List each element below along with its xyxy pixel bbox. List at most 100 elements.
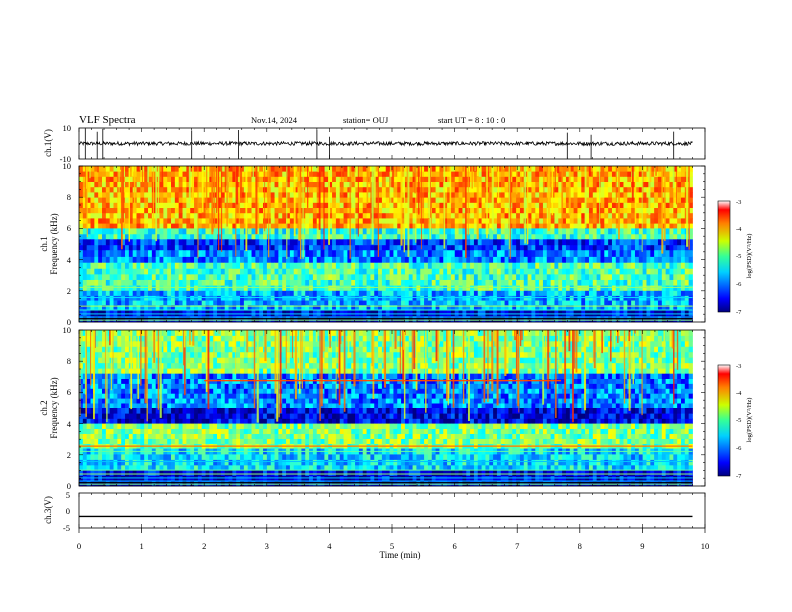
spectrogram-cell: [339, 228, 344, 235]
spectrogram-cell: [485, 250, 490, 257]
spectrogram-cell: [527, 368, 532, 375]
spectrogram-cell: [596, 262, 601, 269]
spectrogram-cell: [665, 228, 670, 235]
spectrogram-cell: [516, 290, 521, 296]
spectrogram-cell: [650, 171, 655, 177]
spectrogram-cell: [454, 223, 459, 229]
spectrogram-cell: [366, 207, 371, 214]
spectrogram-cell: [458, 186, 463, 193]
spectrogram-cell: [627, 262, 632, 269]
sferic-streak: [584, 166, 587, 228]
spectrogram-cell: [577, 304, 582, 310]
spectrogram-cell: [634, 176, 640, 182]
spectrogram-cell: [140, 233, 145, 240]
spectrogram-cell: [661, 304, 667, 310]
spectrogram-cell: [542, 290, 548, 296]
spectrogram-cell: [132, 250, 137, 257]
spectrogram-cell: [320, 223, 325, 229]
spectrogram-cell: [604, 181, 609, 188]
spectrogram-cell: [677, 186, 682, 193]
spectrogram-cell: [657, 279, 663, 286]
spectrogram-cell: [266, 309, 272, 317]
spectrogram-cell: [504, 250, 509, 257]
spectrogram-cell: [596, 300, 601, 306]
spectrogram-cell: [186, 268, 191, 275]
spectrogram-cell: [105, 368, 111, 375]
spectrogram-cell: [121, 285, 126, 292]
spectrogram-cell: [86, 197, 91, 203]
spectrogram-cell: [197, 250, 203, 257]
spectrogram-cell: [500, 212, 505, 219]
spectrogram-cell: [125, 300, 130, 306]
spectrogram-cell: [462, 268, 467, 275]
spectrogram-cell: [309, 273, 314, 280]
spectrogram-cell: [458, 250, 463, 257]
spectrogram-cell: [320, 273, 325, 280]
spectrogram-cell: [546, 250, 552, 257]
spectrogram-cell: [416, 273, 421, 280]
spectrogram-cell: [385, 197, 390, 203]
spectrogram-cell: [159, 207, 164, 214]
spectrogram-cell: [500, 285, 505, 292]
spectrogram-cell: [105, 262, 111, 269]
spectrogram-cell: [588, 239, 594, 246]
spectrogram-cell: [79, 304, 84, 310]
spectrogram-cell: [324, 212, 329, 219]
spectrogram-cell: [385, 233, 390, 240]
spectrogram-cell: [94, 228, 99, 235]
spectrogram-cell: [247, 207, 252, 214]
spectrogram-cell: [431, 166, 436, 172]
spectrogram-cell: [512, 273, 517, 280]
spectrogram-cell: [113, 192, 118, 198]
spectrogram-cell: [247, 304, 252, 310]
spectrogram-cell: [424, 181, 429, 188]
spectrogram-cell: [148, 285, 153, 292]
spectrogram-cell: [585, 223, 590, 229]
spectrogram-cell: [324, 368, 329, 375]
spectrogram-cell: [320, 176, 325, 182]
spectrogram-cell: [627, 171, 632, 177]
spectrogram-cell: [462, 290, 467, 296]
spectrogram-cell: [638, 304, 644, 310]
spectrogram-cell: [362, 309, 367, 317]
spectrogram-cell: [174, 228, 180, 235]
sferic-streak: [672, 166, 675, 189]
spectrogram-cell: [105, 171, 111, 177]
spectrogram-cell: [167, 250, 172, 257]
spectrogram-cell: [519, 368, 525, 375]
spectrogram-cell: [125, 290, 130, 296]
spectrogram-cell: [109, 279, 114, 286]
spectrogram-cell: [608, 192, 613, 198]
spectrogram-cell: [113, 171, 118, 177]
spectrogram-cell: [592, 176, 598, 182]
spectrogram-cell: [197, 368, 203, 375]
spectrogram-cell: [519, 197, 525, 203]
spectrogram-cell: [324, 279, 329, 286]
spectrogram-cell: [454, 233, 459, 240]
spectrogram-cell: [171, 176, 176, 182]
sferic-streak: [161, 166, 163, 182]
spectrogram-cell: [86, 290, 91, 296]
spectrogram-cell: [504, 233, 509, 240]
spectrogram-cell: [623, 290, 628, 296]
spectrogram-cell: [427, 279, 433, 286]
spectrogram-cell: [343, 273, 348, 280]
spectrogram-cell: [569, 207, 575, 214]
spectrogram-cell: [305, 233, 310, 240]
spectrogram-cell: [197, 207, 203, 214]
spectrogram-cell: [496, 262, 502, 269]
spectrogram-cell: [155, 268, 160, 275]
spectrogram-cell: [270, 186, 275, 193]
spectrogram-cell: [539, 268, 544, 275]
spectrogram-cell: [397, 262, 402, 269]
spectrogram-cell: [439, 239, 444, 246]
spectrogram-cell: [431, 228, 436, 235]
spectrogram-cell: [351, 239, 356, 246]
spectrogram-cell: [140, 368, 145, 375]
spectrogram-cell: [592, 262, 598, 269]
spectrogram-cell: [213, 290, 218, 296]
spectrogram-cell: [186, 202, 191, 208]
spectrogram-cell: [155, 176, 160, 182]
spectrogram-cell: [171, 186, 176, 193]
spectrogram-cell: [217, 290, 222, 296]
